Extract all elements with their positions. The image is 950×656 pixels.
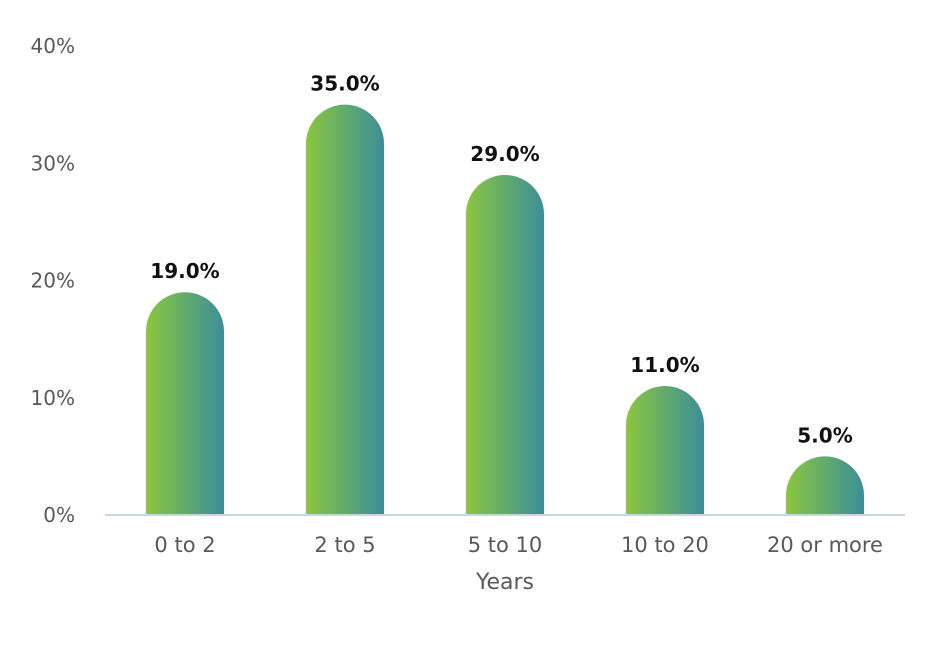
x-tick-label: 0 to 2 (154, 533, 215, 557)
bar (306, 104, 384, 515)
y-tick-label: 30% (31, 151, 75, 175)
bar (146, 292, 224, 515)
bars (146, 104, 864, 515)
data-labels: 19.0% 35.0% 29.0% 11.0% 5.0% (150, 72, 852, 448)
bar (466, 174, 544, 515)
data-label: 19.0% (150, 259, 219, 283)
y-axis-ticks: 0% 10% 20% 30% 40% (31, 34, 75, 527)
x-tick-label: 20 or more (767, 533, 883, 557)
x-tick-label: 5 to 10 (468, 533, 543, 557)
data-label: 29.0% (470, 142, 539, 166)
bar (786, 456, 864, 515)
x-tick-label: 10 to 20 (621, 533, 709, 557)
y-tick-label: 40% (31, 34, 75, 58)
x-axis-title: Years (475, 570, 534, 595)
x-tick-label: 2 to 5 (314, 533, 375, 557)
data-label: 11.0% (630, 353, 699, 377)
bar (626, 386, 704, 515)
y-tick-label: 10% (31, 386, 75, 410)
data-label: 35.0% (310, 72, 379, 96)
y-tick-label: 20% (31, 269, 75, 293)
data-label: 5.0% (797, 423, 852, 447)
y-tick-label: 0% (43, 503, 75, 527)
x-axis-ticks: 0 to 2 2 to 5 5 to 10 10 to 20 20 or more (154, 533, 883, 557)
